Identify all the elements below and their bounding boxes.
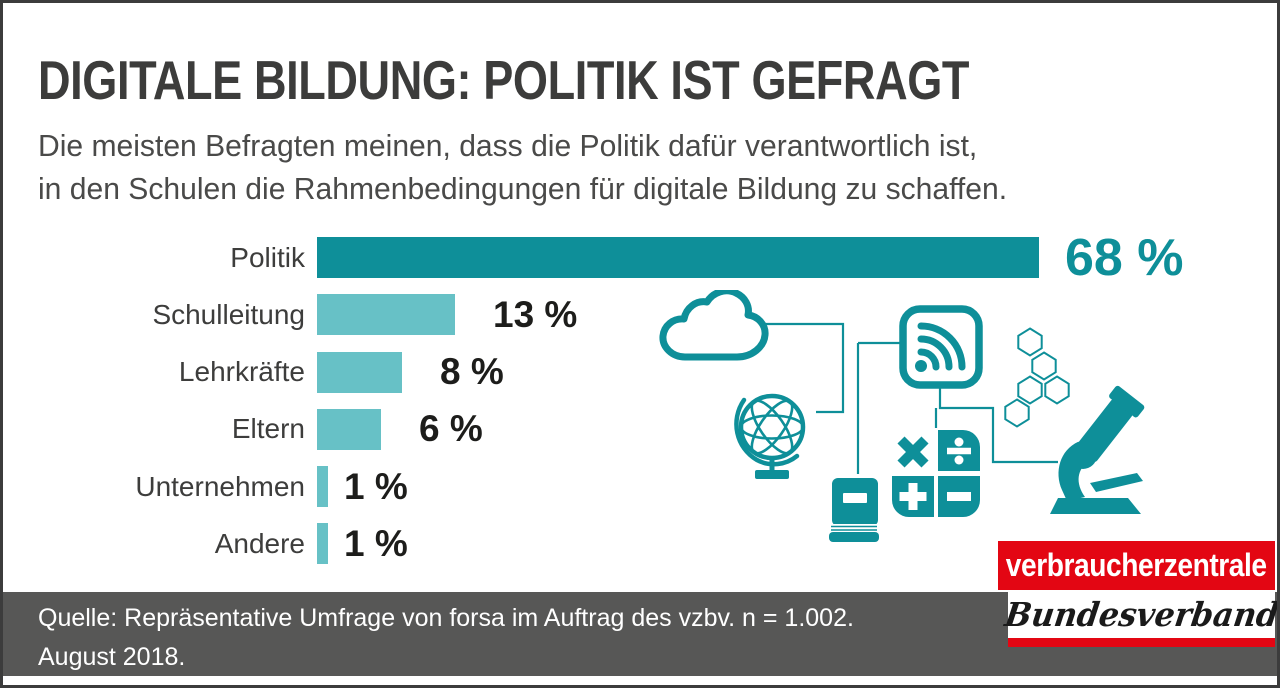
source-text: Quelle: Repräsentative Umfrage von forsa… <box>38 599 854 677</box>
logo-bottom-box: Bundesverband <box>1002 590 1280 638</box>
bar-andere <box>317 523 328 565</box>
subtitle-line-1: Die meisten Befragten meinen, dass die P… <box>38 128 978 163</box>
bar-label: Lehrkräfte <box>178 356 305 388</box>
microscope-icon <box>1050 385 1145 514</box>
chart-row-andere: Andere 1 % <box>0 522 1280 565</box>
bar-politik <box>317 237 1039 278</box>
bar-value: 13 % <box>493 293 578 335</box>
page-title: DIGITALE BILDUNG: POLITIK IST GEFRAGT <box>38 49 970 111</box>
connector-lines <box>757 322 1058 474</box>
bar-value: 1 % <box>344 465 408 507</box>
bar-label: Eltern <box>231 413 305 445</box>
bar-eltern <box>317 408 381 450</box>
bar-label: Politik <box>230 241 305 273</box>
bar-label: Andere <box>214 527 305 559</box>
wifi-icon <box>899 305 983 389</box>
globe-icon <box>734 393 806 479</box>
logo-red-strip <box>1008 638 1275 647</box>
subtitle-line-2: in den Schulen die Rahmenbedingungen für… <box>38 171 1008 206</box>
cloud-icon <box>659 290 769 361</box>
molecule-icon <box>1004 327 1070 428</box>
bar-chart: Politik 68 % Schulleitung 13 % Lehrkräft… <box>0 229 1280 581</box>
logo-top-box: verbraucherzentrale <box>998 541 1275 590</box>
calculator-icon <box>892 430 980 517</box>
chart-row-lehrkraefte: Lehrkräfte 8 % <box>0 351 1280 393</box>
source-line-2: August 2018. <box>38 643 186 671</box>
page-subtitle: Die meisten Befragten meinen, dass die P… <box>38 124 1226 210</box>
education-illustration <box>659 290 1145 542</box>
bar-value: 1 % <box>344 522 408 564</box>
bar-value: 6 % <box>419 408 483 450</box>
bar-label: Unternehmen <box>135 470 305 502</box>
source-line-1: Quelle: Repräsentative Umfrage von forsa… <box>38 604 854 632</box>
bar-unternehmen <box>317 466 328 508</box>
bar-value: 8 % <box>440 351 504 393</box>
chart-row-politik: Politik 68 % <box>0 229 1280 287</box>
chart-row-schulleitung: Schulleitung 13 % <box>0 293 1280 336</box>
bar-label: Schulleitung <box>152 298 305 330</box>
logo-line-2: Bundesverband <box>1002 594 1280 634</box>
logo-line-1: verbraucherzentrale <box>1006 547 1267 583</box>
chart-row-eltern: Eltern 6 % <box>0 408 1280 450</box>
bar-value: 68 % <box>1065 228 1184 287</box>
chart-row-unternehmen: Unternehmen 1 % <box>0 465 1280 508</box>
bar-lehrkraefte <box>317 351 402 393</box>
book-icon <box>829 478 879 542</box>
bar-schulleitung <box>317 294 455 336</box>
vzbv-logo: verbraucherzentrale Bundesverband <box>998 541 1280 648</box>
